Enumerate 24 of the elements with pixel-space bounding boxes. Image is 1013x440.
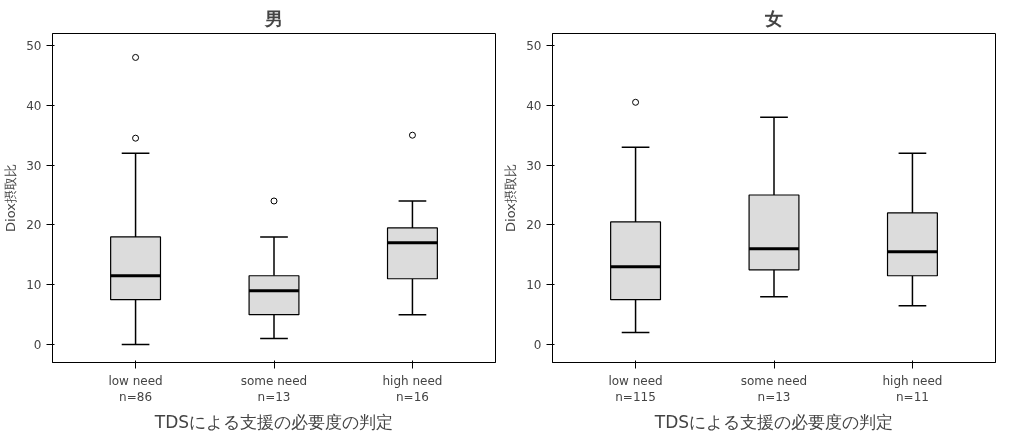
y-axis-title: Diox摂取比: [503, 164, 519, 232]
y-tick-label: 10: [26, 278, 42, 293]
y-tick-label: 20: [26, 218, 42, 233]
y-tick-label: 30: [526, 158, 542, 173]
y-tick-label: 50: [26, 38, 42, 53]
x-tick-label: high need n=11: [882, 373, 943, 405]
y-tick-label: 0: [33, 338, 42, 353]
y-tick-label: 0: [533, 338, 542, 353]
y-tick-label: 50: [526, 38, 542, 53]
chart-title: 男: [264, 7, 283, 29]
y-tick-label: 30: [26, 158, 42, 173]
y-tick-label: 20: [526, 218, 542, 233]
y-axis-title: Diox摂取比: [3, 164, 19, 232]
y-tick-label: 40: [526, 98, 542, 113]
y-tick-label: 40: [26, 98, 42, 113]
x-axis-title: TDSによる支援の必要度の判定: [653, 412, 894, 433]
x-tick-label: some need n=13: [740, 373, 808, 405]
y-tick-label: 10: [526, 278, 542, 293]
x-axis-title: TDSによる支援の必要度の判定: [153, 412, 394, 433]
x-tick-label: low need n=115: [608, 373, 663, 405]
x-tick-label: high need n=16: [382, 373, 443, 405]
chart-title: 女: [764, 7, 783, 29]
x-tick-label: low need n=86: [108, 373, 163, 405]
x-tick-label: some need n=13: [240, 373, 308, 405]
